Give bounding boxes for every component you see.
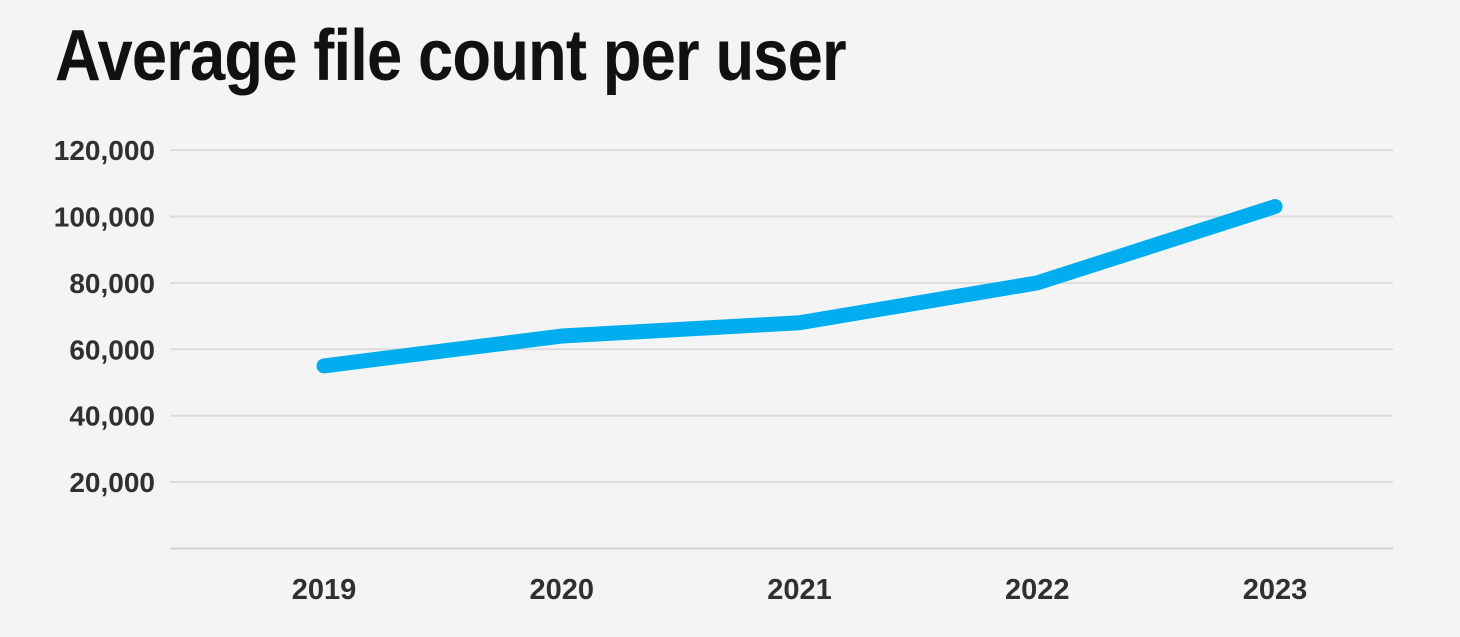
- x-axis-tick-label: 2019: [292, 574, 357, 606]
- x-axis-tick-label: 2022: [1005, 574, 1070, 606]
- x-axis-tick-label: 2021: [767, 574, 832, 606]
- y-axis-tick-label: 80,000: [69, 268, 155, 299]
- chart-title: Average file count per user: [55, 16, 847, 96]
- y-axis-tick-label: 40,000: [69, 401, 155, 432]
- y-axis-labels: 20,000 40,000 60,000 80,000 100,000 120,000: [54, 135, 155, 498]
- data-series: [316, 199, 1283, 374]
- data-series-line: [316, 199, 1283, 374]
- gridlines: [170, 149, 1393, 550]
- x-axis-tick-label: 2020: [529, 574, 594, 606]
- y-axis-tick-label: 120,000: [54, 135, 155, 166]
- y-axis-tick-label: 20,000: [69, 467, 155, 498]
- y-axis-tick-label: 60,000: [69, 334, 155, 365]
- y-axis-tick-label: 100,000: [54, 202, 155, 233]
- x-axis-labels: 2019 2020 2021 2022 2023: [292, 574, 1308, 606]
- x-axis-tick-label: 2023: [1243, 574, 1308, 606]
